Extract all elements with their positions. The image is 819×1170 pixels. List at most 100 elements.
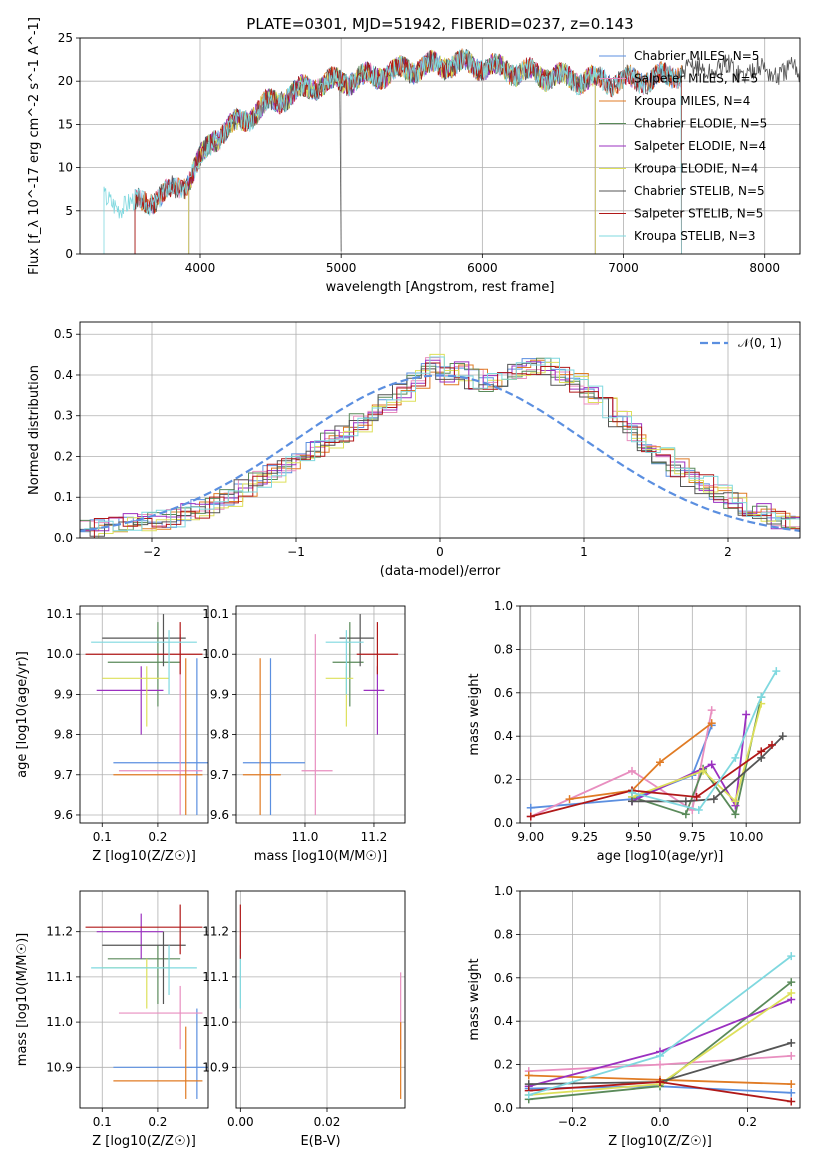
- y-tick-label: 0.8: [494, 927, 513, 941]
- y-tick-label: 11.1: [46, 970, 73, 984]
- legend-label: Kroupa STELIB, N=3: [634, 229, 756, 243]
- x-tick-label: −2: [143, 545, 161, 559]
- plot-area: [85, 614, 208, 815]
- y-tick-label: 11.1: [202, 970, 229, 984]
- y-axis-label: mass weight: [467, 673, 482, 755]
- x-tick-label: 6000: [467, 261, 498, 275]
- y-tick-label: 11.0: [202, 1015, 229, 1029]
- chart-title: PLATE=0301, MJD=51942, FIBERID=0237, z=0…: [246, 15, 633, 33]
- spectrum-series: [188, 51, 596, 254]
- x-tick-label: 11.2: [361, 830, 388, 844]
- x-tick-label: 0.0: [650, 1115, 669, 1129]
- y-tick-label: 11.2: [46, 925, 73, 939]
- y-tick-label: 10.9: [46, 1060, 73, 1074]
- y-tick-label: 0.4: [54, 368, 73, 382]
- y-tick-label: 0.2: [494, 1058, 513, 1072]
- x-tick-label: 0.2: [738, 1115, 757, 1129]
- panel-3: 0.1 0.2 9.6 9.7 9.8 9.9 10.0 10.1 Z [log10(Z/Z☉)…: [15, 605, 209, 864]
- x-tick-label: 1: [580, 545, 588, 559]
- panel-5: 9.00 9.25 9.50 9.75 10.00 0.0 0.2 0.4 0.6 0.8 1.0 a…: [467, 599, 801, 864]
- y-tick-label: 9.6: [54, 808, 73, 822]
- y-tick-label: 0.8: [494, 642, 513, 656]
- y-tick-label: 10.0: [46, 647, 73, 661]
- legend-label: Salpeter STELIB, N=5: [634, 207, 763, 221]
- x-tick-label: −0.2: [558, 1115, 587, 1129]
- y-tick-label: 9.9: [54, 687, 73, 701]
- x-tick-label: 9.00: [517, 830, 544, 844]
- y-tick-label: 11.2: [202, 925, 229, 939]
- axes-frame: [519, 605, 801, 824]
- y-tick-label: 0.4: [494, 1014, 513, 1028]
- y-tick-label: 9.7: [210, 768, 229, 782]
- histogram-series: [84, 356, 800, 532]
- weight-series: [530, 710, 713, 818]
- y-axis-label: mass [log10(M/M☉)]: [15, 933, 30, 1066]
- y-axis-label: age [log10(age/yr)]: [15, 651, 30, 778]
- x-axis-label: wavelength [Angstrom, rest frame]: [326, 280, 555, 295]
- x-tick-label: 9.50: [625, 830, 652, 844]
- x-tick-label: 0.00: [227, 1115, 254, 1129]
- legend-label: 𝒩(0, 1): [738, 336, 782, 350]
- spectrum-series: [103, 49, 682, 254]
- x-tick-label: 9.25: [571, 830, 598, 844]
- legend-label: Salpeter MILES, N=5: [634, 72, 758, 86]
- y-tick-label: 10: [58, 161, 73, 175]
- histogram-series: [84, 359, 800, 533]
- y-tick-label: 10.1: [202, 607, 229, 621]
- legend-label: Kroupa MILES, N=4: [634, 94, 750, 108]
- axes-frame: [79, 37, 801, 255]
- y-tick-label: 0.0: [494, 1101, 513, 1115]
- y-tick-label: 0.0: [54, 531, 73, 545]
- y-axis-label: Flux [f_λ 10^-17 erg cm^-2 s^-1 A^-1]: [27, 17, 42, 275]
- x-axis-label: (data-model)/error: [380, 564, 501, 579]
- y-tick-label: 10.1: [46, 607, 73, 621]
- spectrum-dip: [339, 81, 342, 252]
- x-tick-label: 7000: [608, 261, 639, 275]
- y-tick-label: 9.9: [210, 687, 229, 701]
- panel-8: −0.2 0.0 0.2 0.0 0.2 0.4 0.6 0.8 1.0 Z [log10(Z/Z…: [467, 884, 801, 1149]
- y-tick-label: 9.8: [54, 728, 73, 742]
- y-tick-label: 9.6: [210, 808, 229, 822]
- x-tick-label: 8000: [749, 261, 780, 275]
- x-tick-label: −1: [287, 545, 305, 559]
- plot-area: [103, 47, 800, 254]
- plot-area: [526, 667, 787, 821]
- gaussian-curve: [80, 374, 800, 533]
- y-tick-label: 0.6: [494, 686, 513, 700]
- x-tick-label: 0.1: [93, 1115, 112, 1129]
- plot-area: [242, 614, 399, 815]
- x-tick-label: 0.1: [93, 830, 112, 844]
- y-axis-label: mass weight: [467, 958, 482, 1040]
- y-tick-label: 5: [65, 204, 73, 218]
- y-tick-label: 1.0: [494, 884, 513, 898]
- panel-1: 4000 5000 6000 7000 8000 0 5 10 15 20 25 wavelength…: [27, 15, 801, 295]
- plot-area: [524, 952, 796, 1106]
- axes-frame: [79, 605, 209, 824]
- legend-label: Chabrier ELODIE, N=5: [634, 117, 767, 131]
- y-axis-label: Normed distribution: [27, 365, 42, 495]
- y-tick-label: 0.5: [54, 327, 73, 341]
- y-tick-label: 9.8: [210, 728, 229, 742]
- plot-area: [239, 904, 402, 1099]
- y-tick-label: 10.9: [202, 1060, 229, 1074]
- x-axis-label: age [log10(age/yr)]: [597, 849, 724, 864]
- x-axis-label: Z [log10(Z/Z☉)]: [608, 1134, 712, 1149]
- spectrum-series: [188, 51, 596, 254]
- x-tick-label: 2: [724, 545, 732, 559]
- x-axis-label: mass [log10(M/M☉)]: [254, 849, 387, 864]
- y-tick-label: 0.3: [54, 409, 73, 423]
- histogram-series: [80, 359, 800, 532]
- plot-area: [85, 904, 208, 1099]
- legend-label: Chabrier STELIB, N=5: [634, 184, 765, 198]
- x-axis-label: E(B-V): [300, 1134, 340, 1149]
- y-tick-label: 11.0: [46, 1015, 73, 1029]
- panel-6: 0.1 0.2 10.9 11.0 11.1 11.2 Z [log10(Z/Z☉)] mas…: [15, 890, 209, 1149]
- legend-label: Salpeter ELODIE, N=4: [634, 139, 766, 153]
- panel-4: 11.0 11.2 9.6 9.7 9.8 9.9 10.0 10.1 mass [log10(…: [202, 605, 406, 864]
- y-tick-label: 20: [58, 74, 73, 88]
- y-tick-label: 25: [58, 31, 73, 45]
- histogram-series: [80, 358, 796, 533]
- y-tick-label: 0.6: [494, 971, 513, 985]
- x-tick-label: 9.75: [679, 830, 706, 844]
